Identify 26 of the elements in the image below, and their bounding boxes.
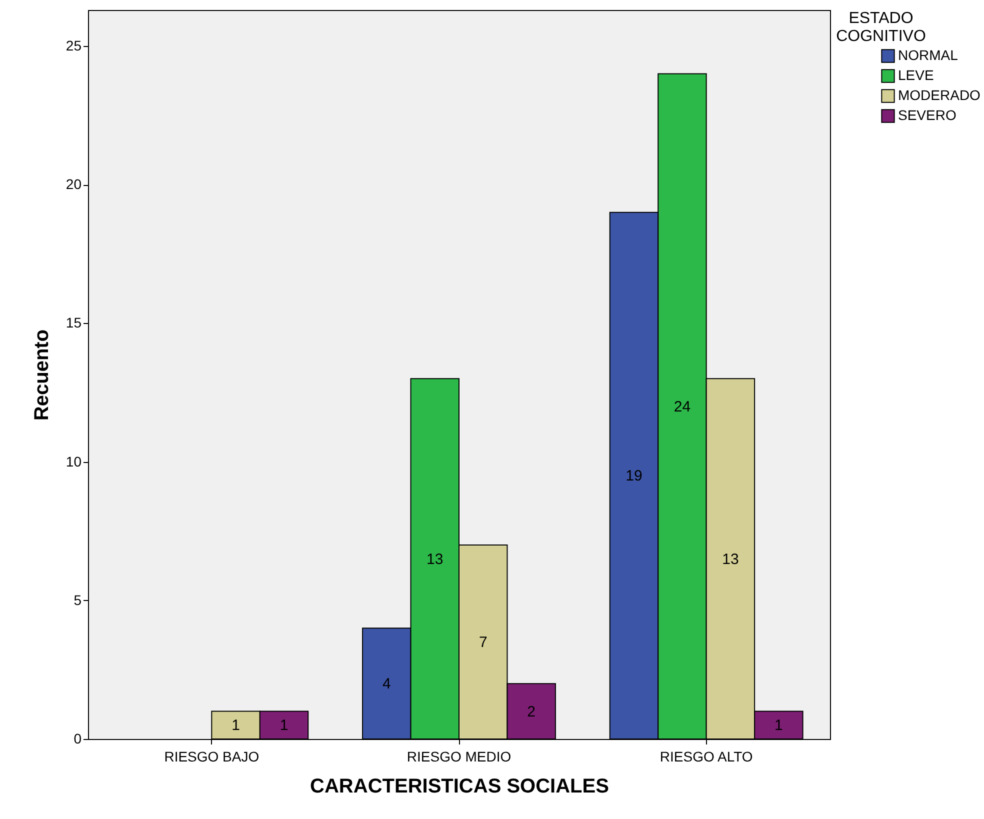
y-tick-label: 15 xyxy=(66,314,82,331)
data-label: 1 xyxy=(232,717,240,734)
data-label: 24 xyxy=(674,398,691,416)
x-axis-title: CARACTERISTICAS SOCIALES xyxy=(310,776,609,798)
y-tick-label: 25 xyxy=(66,38,82,54)
data-label: 4 xyxy=(382,676,391,693)
x-tick-label: RIESGO MEDIO xyxy=(406,748,512,764)
data-label: 13 xyxy=(722,550,739,568)
y-tick-label: 0 xyxy=(74,730,82,746)
legend-label: NORMAL xyxy=(898,47,958,63)
y-tick-label: 5 xyxy=(74,592,82,608)
legend-label: LEVE xyxy=(898,67,934,83)
data-label: 2 xyxy=(527,703,536,720)
legend-label: MODERADO xyxy=(898,87,981,103)
data-label: 1 xyxy=(280,717,288,734)
y-tick-label: 10 xyxy=(66,453,82,470)
x-tick-label: RIESGO ALTO xyxy=(660,748,753,764)
y-tick-label: 20 xyxy=(66,176,82,192)
y-axis-title: Recuento xyxy=(30,329,53,421)
data-label: 1 xyxy=(774,717,783,734)
data-label: 19 xyxy=(626,468,642,485)
legend-title: ESTADO COGNITIVO xyxy=(836,10,926,45)
legend-label: SEVERO xyxy=(898,107,956,123)
x-tick-label: RIESGO BAJO xyxy=(164,748,260,764)
data-label: 13 xyxy=(426,550,444,568)
data-label: 7 xyxy=(478,634,488,651)
